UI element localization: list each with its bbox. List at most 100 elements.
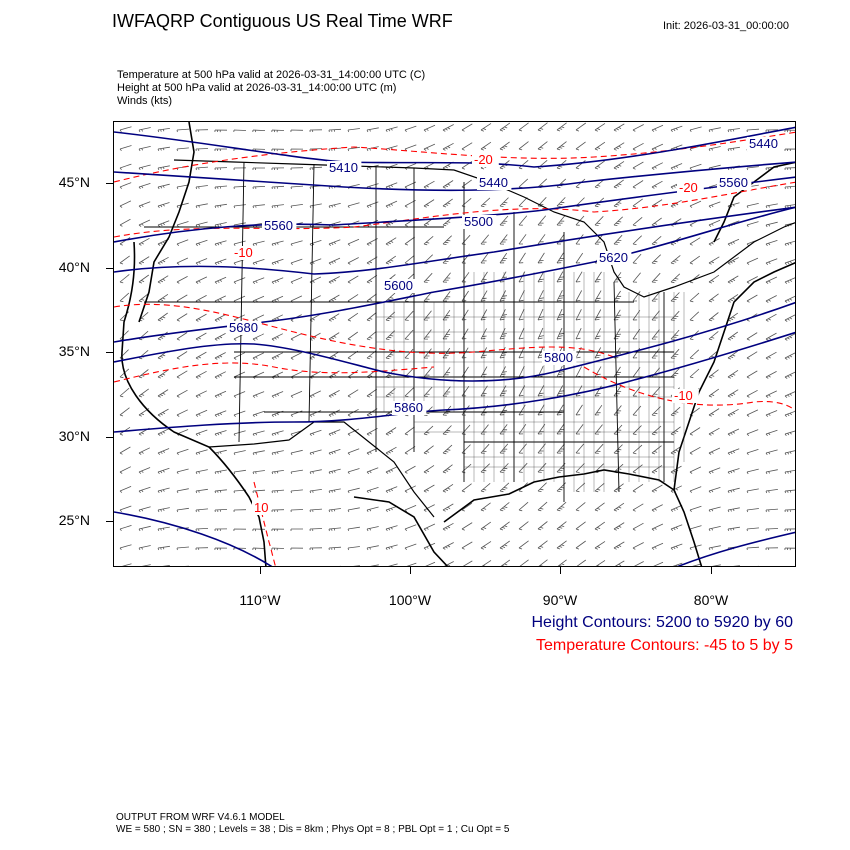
- wind-barb: [500, 559, 511, 566]
- wind-barb: [613, 385, 622, 397]
- wind-barb: [252, 430, 265, 437]
- wind-barb: [157, 256, 169, 265]
- wind-barb: [252, 259, 265, 266]
- wind-barb: [594, 271, 602, 283]
- wind-barb: [651, 217, 662, 227]
- wind-barb: [708, 219, 721, 227]
- wind-barb: [708, 331, 719, 341]
- wind-barb: [385, 311, 396, 322]
- wind-barb: [328, 239, 341, 246]
- wind-barb: [309, 203, 322, 209]
- wind-barb: [613, 522, 625, 531]
- wind-barb: [157, 369, 169, 379]
- wind-barb: [176, 351, 188, 360]
- wind-barb: [670, 273, 681, 284]
- wind-barb: [442, 444, 453, 455]
- wind-barb: [757, 565, 759, 566]
- wind-barb: [290, 333, 302, 341]
- wind-barb: [651, 162, 663, 170]
- wind-barb: [157, 183, 170, 190]
- wind-barb: [461, 290, 469, 302]
- wind-barb: [461, 483, 472, 493]
- wind-barb: [252, 410, 265, 417]
- wind-barb: [347, 312, 359, 322]
- wind-barb: [784, 167, 795, 171]
- wind-barb: [632, 328, 641, 340]
- height-contour-label-bg: [392, 401, 427, 415]
- wind-barb: [556, 271, 565, 283]
- wind-barb: [670, 446, 682, 455]
- wind-barb: [214, 469, 227, 475]
- wind-barb: [613, 541, 625, 550]
- wind-barb: [444, 561, 454, 566]
- wind-barb: [518, 159, 529, 170]
- wind-barb: [575, 463, 585, 473]
- wind-barb: [195, 276, 208, 284]
- wind-barb: [594, 309, 602, 321]
- wind-barb: [366, 201, 379, 208]
- wind-barb: [442, 309, 451, 321]
- wind-barb: [290, 129, 304, 133]
- wind-barb: [499, 252, 508, 264]
- wind-barb: [632, 464, 643, 474]
- wind-barb: [271, 258, 284, 266]
- wind-barb: [537, 540, 548, 550]
- wind-barb: [727, 428, 740, 436]
- wind-barb: [613, 309, 622, 321]
- wind-barb: [138, 369, 149, 379]
- wind-barb: [746, 508, 759, 513]
- wind-barb: [461, 424, 471, 435]
- wind-barb: [765, 429, 778, 436]
- wind-barb: [651, 425, 662, 436]
- wind-barb: [784, 352, 795, 360]
- wind-barb: [575, 122, 587, 132]
- lat-tick: [106, 352, 113, 353]
- wind-barb: [480, 541, 492, 550]
- wind-barb: [727, 146, 740, 152]
- wind-barb: [708, 293, 719, 303]
- wind-barb: [233, 352, 245, 360]
- wind-barb: [556, 122, 567, 132]
- wind-barb: [556, 501, 567, 512]
- wind-barb: [138, 127, 151, 133]
- wind-barb: [176, 294, 188, 303]
- wind-barb: [651, 348, 660, 359]
- wind-barb: [157, 428, 169, 436]
- wind-barb: [271, 470, 284, 475]
- wind-barb: [176, 507, 189, 513]
- wind-barb: [518, 346, 525, 359]
- wind-barb: [672, 562, 683, 566]
- wind-barb: [556, 482, 566, 492]
- wind-barb: [727, 257, 739, 265]
- wind-barb: [575, 482, 586, 493]
- wind-barb: [518, 141, 529, 151]
- wind-barb: [727, 312, 739, 322]
- wind-barb: [157, 165, 170, 171]
- wind-barb: [765, 528, 779, 532]
- map-panel[interactable]: 5410 5440 5440 5560 5500 5560 5620 5600 5680 5800…: [113, 121, 796, 567]
- wind-barb: [632, 444, 643, 455]
- wind-barb: [442, 216, 453, 227]
- wind-barb: [765, 351, 777, 360]
- wind-barb: [651, 124, 664, 132]
- wind-barb: [252, 204, 265, 209]
- wind-barb: [499, 122, 511, 132]
- wind-barb: [309, 429, 322, 436]
- height-contour-line: [676, 531, 795, 566]
- wind-barb: [784, 314, 795, 322]
- wind-barb: [290, 390, 303, 398]
- wind-barb: [119, 466, 131, 474]
- wind-barb: [670, 504, 683, 512]
- wind-barb: [138, 201, 151, 208]
- wind-barb: [309, 528, 323, 532]
- wind-barb: [575, 443, 585, 454]
- wind-barb: [442, 328, 451, 340]
- wind-barb: [423, 425, 434, 436]
- wind-barb: [271, 410, 284, 417]
- wind-barb: [442, 542, 454, 550]
- wind-barb: [252, 470, 265, 475]
- wind-barb: [518, 308, 525, 321]
- wind-barb: [575, 328, 582, 340]
- wind-barb: [594, 216, 604, 226]
- wind-barb: [670, 348, 680, 359]
